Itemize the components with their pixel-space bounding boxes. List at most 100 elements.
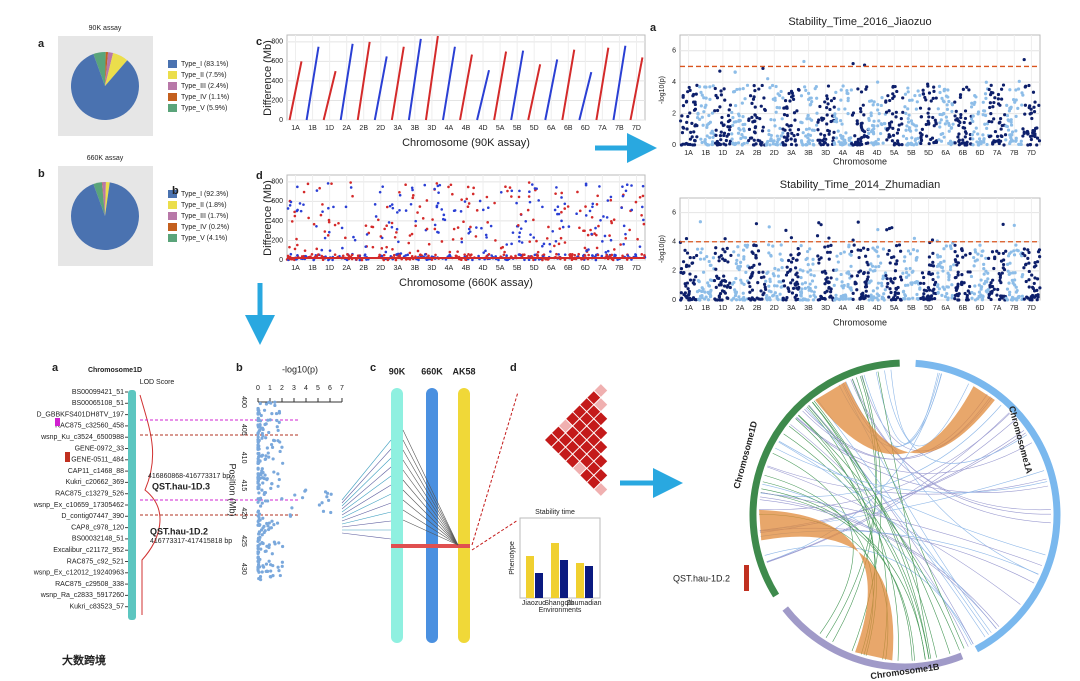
decor-dot <box>471 192 475 196</box>
decor-dot <box>834 136 839 140</box>
decor-dot <box>877 119 881 123</box>
decor-dot <box>1023 85 1027 89</box>
decor-dot <box>741 298 745 302</box>
decor-dot <box>699 90 703 94</box>
chord <box>796 416 1033 474</box>
decor-dot <box>726 125 730 129</box>
decor-dot <box>847 297 851 301</box>
decor-dot <box>903 92 908 96</box>
decor-dot <box>899 278 904 282</box>
decor-dot <box>624 189 628 193</box>
qtl-bar <box>65 452 70 462</box>
decor-dot <box>886 127 890 131</box>
decor-dot <box>1038 286 1042 290</box>
decor-dot <box>982 266 986 271</box>
decor-dot <box>551 229 555 233</box>
decor-dot <box>834 90 838 94</box>
decor-dot <box>272 470 276 474</box>
decor-dot <box>478 199 482 203</box>
decor-dot <box>983 122 987 126</box>
decor-dot <box>932 85 936 89</box>
decor-dot <box>404 209 408 212</box>
decor-dot <box>969 117 974 121</box>
decor-dot <box>776 268 780 272</box>
decor-dot <box>263 491 268 495</box>
decor-dot <box>779 134 784 138</box>
legend-swatch <box>168 201 177 209</box>
decor-dot <box>699 104 703 108</box>
decor-dot <box>826 128 830 133</box>
decor-dot <box>773 124 777 128</box>
marker-label: wsnp_Ex_c10659_17305462 <box>33 502 124 509</box>
decor-dot <box>257 515 261 520</box>
panel-label: b <box>236 362 243 374</box>
decor-dot <box>465 254 469 258</box>
decor-dot <box>825 94 829 98</box>
link <box>402 499 459 546</box>
decor-dot <box>737 119 741 123</box>
decor-dot <box>1006 118 1010 122</box>
decor-dot <box>796 132 800 137</box>
pie-slice <box>105 182 110 216</box>
decor-dot <box>977 283 981 287</box>
decor-dot <box>768 143 772 147</box>
x-tick-label: 6B <box>959 150 968 157</box>
decor-dot <box>840 280 844 284</box>
decor-dot <box>929 294 934 298</box>
decor-dot <box>731 116 735 120</box>
decor-dot <box>269 569 273 573</box>
decor-dot <box>893 276 897 280</box>
decor-dot <box>435 204 439 208</box>
decor-dot <box>688 111 692 115</box>
decor-dot <box>693 100 697 104</box>
chrom-arc <box>915 359 1061 653</box>
decor-dot <box>886 94 890 98</box>
pie-slice <box>105 52 128 86</box>
chord <box>813 400 930 660</box>
decor-dot <box>833 298 837 302</box>
decor-dot <box>713 251 717 255</box>
decor-dot <box>766 243 771 247</box>
decor-dot <box>707 259 711 264</box>
decor-dot <box>979 254 984 258</box>
decor-dot <box>1008 290 1012 294</box>
decor-dot <box>410 232 414 236</box>
decor-dot <box>894 262 898 266</box>
decor-dot <box>945 292 949 296</box>
decor-dot <box>258 459 262 463</box>
decor-dot <box>823 100 827 104</box>
decor-dot <box>921 92 926 96</box>
decor-dot <box>984 96 988 100</box>
decor-dot <box>939 118 943 122</box>
decor-dot <box>957 298 961 302</box>
decor-dot <box>845 88 849 93</box>
decor-dot <box>901 96 905 100</box>
decor-dot <box>947 275 951 279</box>
chord <box>761 488 926 660</box>
decor-dot <box>944 244 948 248</box>
decor-dot <box>1029 111 1034 115</box>
decor-dot <box>832 105 836 109</box>
decor-dot <box>273 400 277 404</box>
decor-dot <box>846 284 850 288</box>
decor-dot <box>710 140 715 144</box>
decor-dot <box>1009 120 1013 124</box>
decor-dot <box>748 136 753 140</box>
x-tick-label: 3B <box>804 305 813 312</box>
decor-dot <box>786 131 790 136</box>
decor-dot <box>792 134 796 138</box>
decor-dot <box>803 85 807 89</box>
decor-dot <box>527 181 531 184</box>
decor-dot <box>482 251 485 254</box>
decor-dot <box>333 223 337 227</box>
decor-dot <box>985 122 990 126</box>
decor-dot <box>979 278 983 282</box>
decor-dot <box>901 271 905 275</box>
decor-dot <box>968 137 972 141</box>
decor-dot <box>895 131 900 135</box>
decor-dot <box>968 121 972 125</box>
decor-dot <box>781 131 785 135</box>
decor-dot <box>533 187 537 190</box>
decor-dot <box>1002 294 1006 298</box>
decor-dot <box>759 104 763 108</box>
